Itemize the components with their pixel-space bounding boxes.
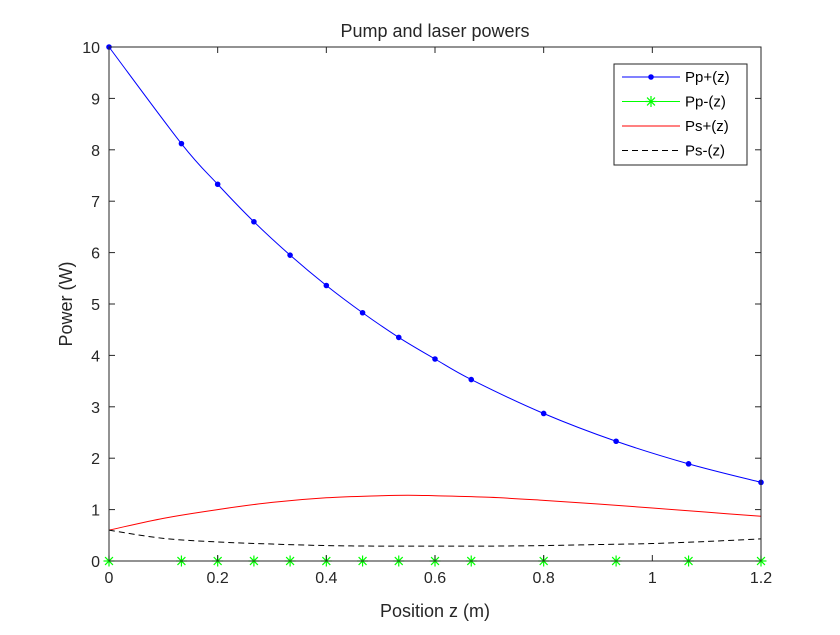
data-point <box>287 252 293 258</box>
legend-entry: Ps-(z) <box>622 143 725 160</box>
data-point <box>214 181 221 188</box>
x-tick-label: 0.2 <box>207 570 229 587</box>
legend-marker <box>645 96 657 107</box>
series-4 <box>108 529 762 547</box>
legend-label: Ps+(z) <box>685 118 729 135</box>
data-point <box>613 438 619 445</box>
legend-label: Pp-(z) <box>685 94 726 111</box>
data-point <box>323 282 330 289</box>
x-tick-label: 0.4 <box>315 570 337 587</box>
chart-title: Pump and laser powers <box>340 21 529 41</box>
y-tick-label: 1 <box>91 503 100 520</box>
y-tick-label: 7 <box>91 194 100 211</box>
y-tick-label: 2 <box>91 451 100 468</box>
data-point <box>359 309 366 316</box>
y-tick-label: 0 <box>91 554 100 571</box>
data-point <box>468 376 475 383</box>
legend-entry: Pp-(z) <box>622 94 726 111</box>
x-tick-label: 0 <box>105 570 114 587</box>
legend-marker <box>648 74 654 80</box>
legend: Pp+(z) Pp-(z) Ps+(z) Ps-(z) <box>613 63 748 166</box>
x-tick-label: 1 <box>648 570 657 587</box>
data-point <box>685 461 692 467</box>
series-1 <box>106 44 764 486</box>
legend-label: Ps-(z) <box>685 143 725 160</box>
data-point <box>540 410 547 417</box>
y-tick-label: 8 <box>91 143 100 160</box>
legend-box <box>613 63 748 166</box>
x-axis-title: Position z (m) <box>380 601 490 621</box>
y-tick-label: 5 <box>91 297 100 314</box>
x-tick-label: 1.2 <box>750 570 772 587</box>
data-point <box>395 334 402 341</box>
y-tick-label: 3 <box>91 400 100 417</box>
tick-layer: 0 0.2 0.4 0.6 0.8 1 1.2 0 1 2 3 4 5 6 7 8 9 10 <box>82 40 772 587</box>
legend-entry: Ps+(z) <box>622 118 729 135</box>
data-point <box>178 140 185 147</box>
series-3 <box>108 494 762 531</box>
x-tick-label: 0.8 <box>533 570 555 587</box>
marker-stroke <box>646 97 656 106</box>
y-tick-label: 6 <box>91 246 100 263</box>
legend-label: Pp+(z) <box>685 69 730 86</box>
y-axis-title: Power (W) <box>56 262 76 347</box>
y-tick-label: 10 <box>82 40 100 57</box>
legend-entry: Pp+(z) <box>622 69 730 86</box>
series-line-3 <box>108 494 762 531</box>
data-point <box>432 356 438 362</box>
series-line-4 <box>108 529 762 547</box>
x-tick-label: 0.6 <box>424 570 446 587</box>
data-point <box>251 218 257 225</box>
y-tick-label: 4 <box>91 348 100 365</box>
y-tick-label: 9 <box>91 91 100 108</box>
